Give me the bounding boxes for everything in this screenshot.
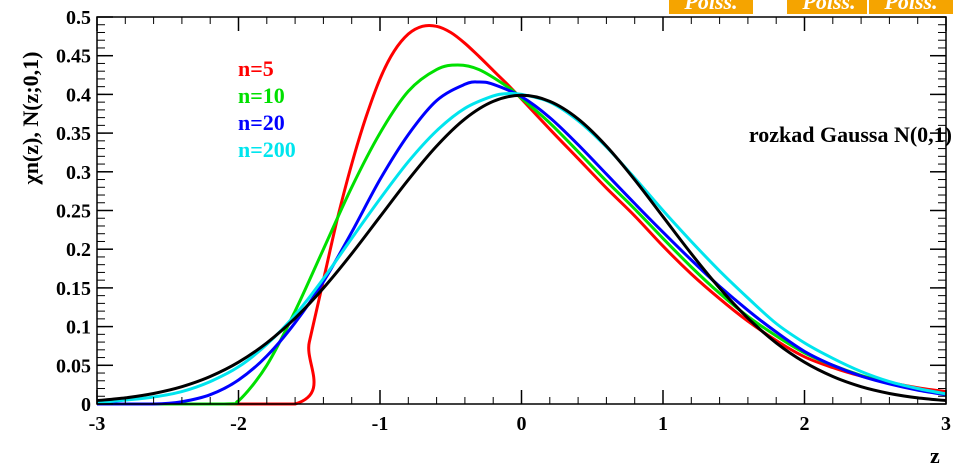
- x-tick-label: 0: [517, 413, 527, 435]
- y-tick-label: 0.4: [66, 84, 91, 106]
- legend-entry: n=20: [238, 110, 285, 135]
- y-tick-label: 0.25: [56, 201, 91, 223]
- y-tick-label: 0.45: [56, 46, 91, 68]
- x-tick-label: -3: [89, 413, 106, 435]
- y-tick-label: 0.35: [56, 123, 91, 145]
- x-tick-label: -1: [372, 413, 389, 435]
- badge: Poiss.: [786, 0, 872, 15]
- legend-entry: n=200: [238, 137, 296, 162]
- x-axis-label: z: [930, 443, 940, 468]
- x-tick-label: -2: [230, 413, 247, 435]
- legend-entry: n=10: [238, 83, 285, 108]
- badge: Poiss.: [868, 0, 954, 15]
- badge-label: Poiss.: [883, 0, 937, 14]
- y-tick-label: 0.15: [56, 278, 91, 300]
- y-axis-label: χn(z), N(z;0,1): [18, 52, 43, 186]
- badge-label: Poiss.: [683, 0, 737, 14]
- y-tick-label: 0: [81, 394, 91, 416]
- y-tick-label: 0.3: [66, 162, 91, 184]
- gauss-annotation: rozkad Gaussa N(0,1): [749, 122, 952, 147]
- legend-entry: n=5: [238, 56, 274, 81]
- y-tick-label: 0.05: [56, 355, 91, 377]
- y-tick-label: 0.1: [66, 317, 91, 339]
- x-tick-label: 2: [800, 413, 810, 435]
- badge-label: Poiss.: [801, 0, 855, 14]
- top-badges: Poiss. Poiss. Poiss.: [668, 0, 954, 15]
- y-tick-label: 0.2: [66, 239, 91, 261]
- x-tick-label: 3: [941, 413, 951, 435]
- badge: Poiss.: [668, 0, 754, 15]
- y-tick-label: 0.5: [66, 7, 91, 29]
- x-tick-label: 1: [658, 413, 668, 435]
